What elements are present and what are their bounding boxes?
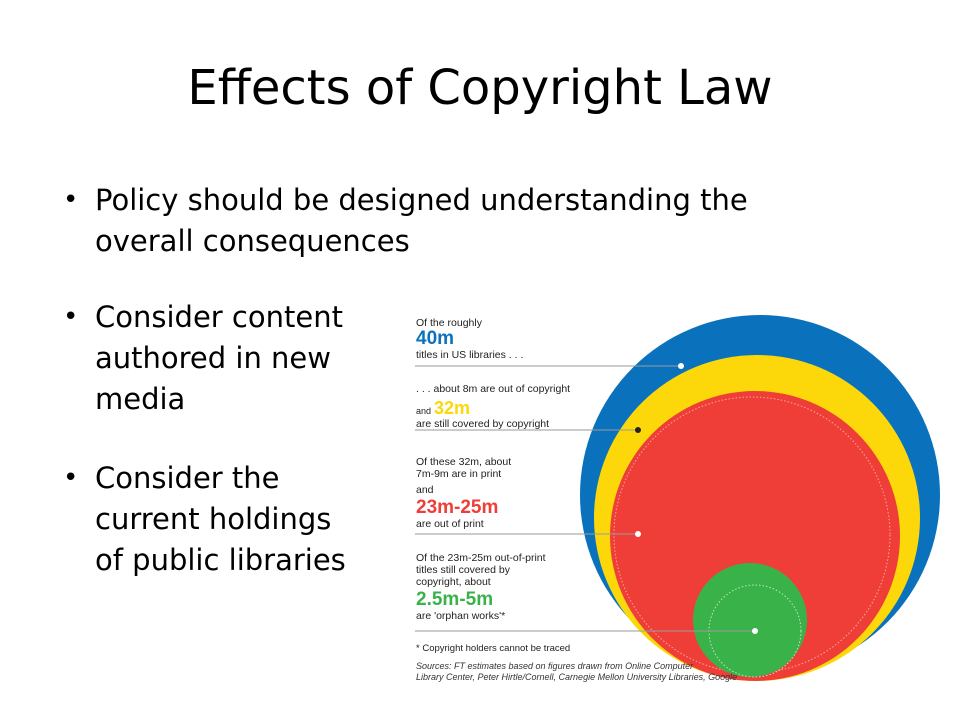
bullet-line: current holdings (95, 502, 332, 536)
annotation-40m: Of the roughly 40m titles in US librarie… (416, 317, 523, 361)
annotation-text: titles still covered by (416, 564, 510, 576)
annotation-text: . . . about 8m are out of copyright (416, 383, 571, 395)
annotation-text: Of the roughly (416, 317, 482, 329)
slide-title: Effects of Copyright Law (187, 60, 773, 116)
figure-23m-25m: 23m-25m (416, 497, 499, 518)
bullet-dot-icon: • (63, 185, 79, 215)
annotation-text: are out of print (416, 518, 484, 530)
annotation-text: and (416, 484, 434, 496)
bullet-line: Policy should be designed understanding … (95, 183, 748, 217)
circle-in-print-outline (613, 396, 891, 674)
annotation-text: are 'orphan works'* (416, 610, 506, 622)
leader-dot-2-5m-5m (752, 628, 758, 634)
annotation-figure-row: and 32m (416, 398, 570, 418)
bullet-line: of public libraries (95, 543, 346, 577)
annotation-text: are still covered by copyright (416, 418, 550, 430)
bullet-line: media (95, 382, 186, 416)
leader-dot-40m (678, 363, 684, 369)
sources-line: Library Center, Peter Hirtle/Cornell, Ca… (416, 672, 738, 682)
circle-23m-25m (610, 391, 900, 681)
sources-line: Sources: FT estimates based on figures d… (416, 661, 694, 671)
circle-2-5m-5m (693, 563, 807, 677)
annotation-prefix: and (416, 406, 432, 416)
bullet-dot-icon: • (63, 302, 79, 332)
bullet-item: • Policy should be designed understandin… (63, 180, 895, 262)
leader-dot-32m (635, 427, 641, 433)
figure-32m: 32m (433, 398, 470, 418)
leader-dot-23m-25m (635, 531, 641, 537)
annotation-23m-25m: Of these 32m, about 7m-9m are in print a… (416, 456, 511, 530)
annotation-text: copyright, about (416, 576, 491, 588)
annotation-text: titles in US libraries . . . (416, 349, 524, 361)
bullet-line: Consider content (95, 300, 343, 334)
bullet-item: • Consider content authored in new media (63, 297, 405, 420)
annotation-text: Of the 23m-25m out-of-print (416, 552, 546, 564)
figure-2-5m-5m: 2.5m-5m (416, 589, 494, 610)
annotation-text: Of these 32m, about (416, 456, 512, 468)
annotation-text: 7m-9m are in print (416, 468, 502, 480)
bullet-dot-icon: • (63, 463, 79, 493)
bullet-item: • Consider the current holdings of publi… (63, 458, 405, 581)
footnote: * Copyright holders cannot be traced (416, 643, 571, 654)
bullet-line: authored in new (95, 341, 331, 375)
figure-40m: 40m (416, 328, 455, 349)
annotation-32m: . . . about 8m are out of copyright and … (416, 383, 570, 430)
bullet-line: overall consequences (95, 224, 410, 258)
annotation-2-5m-5m: Of the 23m-25m out-of-print titles still… (416, 552, 546, 622)
bullet-line: Consider the (95, 461, 280, 495)
